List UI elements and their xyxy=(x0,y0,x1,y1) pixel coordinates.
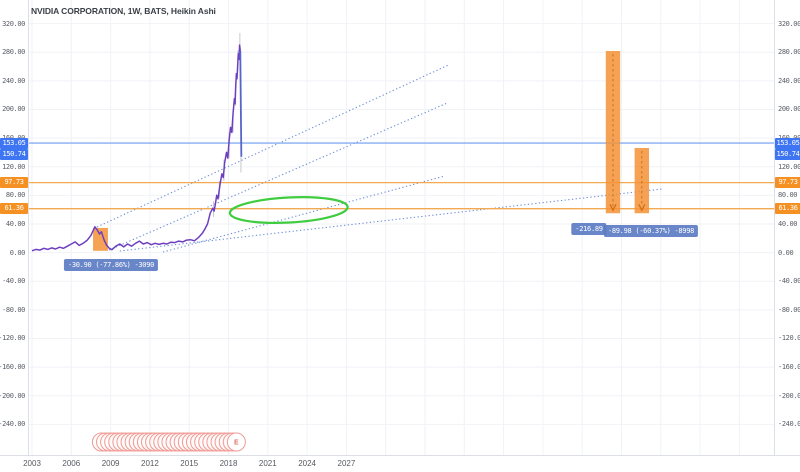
price-tick-label: -200.00 xyxy=(0,391,25,400)
price-tick-label: -80.00 xyxy=(778,305,800,314)
price-tick-label: -240.00 xyxy=(778,420,800,429)
time-axis[interactable]: 2003 2006 2009 2012 2015 2018 2021 2024 2027 xyxy=(0,455,800,472)
price-badge: 61.36 xyxy=(775,203,800,215)
price-tick-label: 40.00 xyxy=(5,219,25,228)
price-badge: 97.73 xyxy=(775,177,800,189)
measure-label-tall-range[interactable]: -216.89 xyxy=(571,223,607,235)
year-tick-label: 2027 xyxy=(337,459,356,468)
range-box-projection-tall[interactable] xyxy=(605,51,621,214)
measure-label-2008-crash[interactable]: -30.90 (-77.86%) -3090 xyxy=(63,259,159,271)
price-tick-label: 280.00 xyxy=(778,48,800,57)
range-box-projection-short[interactable] xyxy=(634,147,650,214)
price-tick-label: -240.00 xyxy=(0,420,25,429)
price-tick-label: 40.00 xyxy=(778,219,798,228)
price-badge: 97.73 xyxy=(0,177,28,189)
price-tick-label: 120.00 xyxy=(778,162,800,171)
price-tick-label: 320.00 xyxy=(2,19,25,28)
price-drop-segment xyxy=(239,50,243,157)
price-tick-label: 200.00 xyxy=(2,105,25,114)
price-tick-label: -200.00 xyxy=(778,391,800,400)
range-box-crash-2008[interactable] xyxy=(93,227,108,251)
trendline[interactable] xyxy=(119,188,663,252)
price-badge: 153.05 xyxy=(775,137,800,149)
price-tick-label: 200.00 xyxy=(778,105,800,114)
price-tick-label: -120.00 xyxy=(0,334,25,343)
right-price-axis[interactable]: 320.00280.00240.00200.00160.00120.0080.0… xyxy=(774,0,800,455)
price-tick-label: 240.00 xyxy=(2,76,25,85)
price-tick-label: 280.00 xyxy=(2,48,25,57)
chart-title: NVIDIA CORPORATION, 1W, BATS, Heikin Ash… xyxy=(31,6,216,16)
year-tick-label: 2021 xyxy=(258,459,277,468)
price-tick-label: -40.00 xyxy=(778,277,800,286)
left-price-axis[interactable]: 320.00280.00240.00200.00160.00120.0080.0… xyxy=(0,0,29,455)
year-tick-label: 2018 xyxy=(219,459,238,468)
range-arrow-head xyxy=(609,203,617,212)
price-tick-label: 0.00 xyxy=(9,248,26,257)
trendline[interactable] xyxy=(162,175,445,253)
price-badge: 153.05 xyxy=(0,137,28,149)
green-ellipse-annotation[interactable] xyxy=(228,194,349,225)
event-marker-e[interactable] xyxy=(226,432,246,452)
year-tick-label: 2003 xyxy=(23,459,41,468)
price-badge: 150.74 xyxy=(775,148,800,160)
year-tick-label: 2012 xyxy=(140,459,159,468)
price-tick-label: 80.00 xyxy=(778,191,798,200)
year-tick-label: 2024 xyxy=(298,459,316,468)
price-badge: 150.74 xyxy=(0,148,28,160)
measure-label-short-range[interactable]: -89.98 (-60.37%) -8998 xyxy=(603,225,699,237)
price-badge: 61.36 xyxy=(0,203,28,215)
price-tick-label: 0.00 xyxy=(778,248,794,257)
price-tick-label: -120.00 xyxy=(778,334,800,343)
range-arrow-head xyxy=(638,203,646,212)
trendline[interactable] xyxy=(108,102,448,251)
year-tick-label: 2006 xyxy=(62,459,81,468)
price-tick-label: 320.00 xyxy=(778,19,800,28)
price-tick-label: 120.00 xyxy=(2,162,25,171)
year-tick-label: 2015 xyxy=(180,459,199,468)
price-line xyxy=(31,44,242,252)
price-tick-label: -160.00 xyxy=(778,363,800,372)
price-tick-label: -40.00 xyxy=(2,277,25,286)
price-tick-label: 80.00 xyxy=(5,191,25,200)
event-marker-letter: E xyxy=(234,440,239,447)
trendline[interactable] xyxy=(96,64,449,228)
price-tick-label: -80.00 xyxy=(2,305,25,314)
year-tick-label: 2009 xyxy=(101,459,120,468)
price-tick-label: -160.00 xyxy=(0,363,25,372)
price-tick-label: 240.00 xyxy=(778,76,800,85)
